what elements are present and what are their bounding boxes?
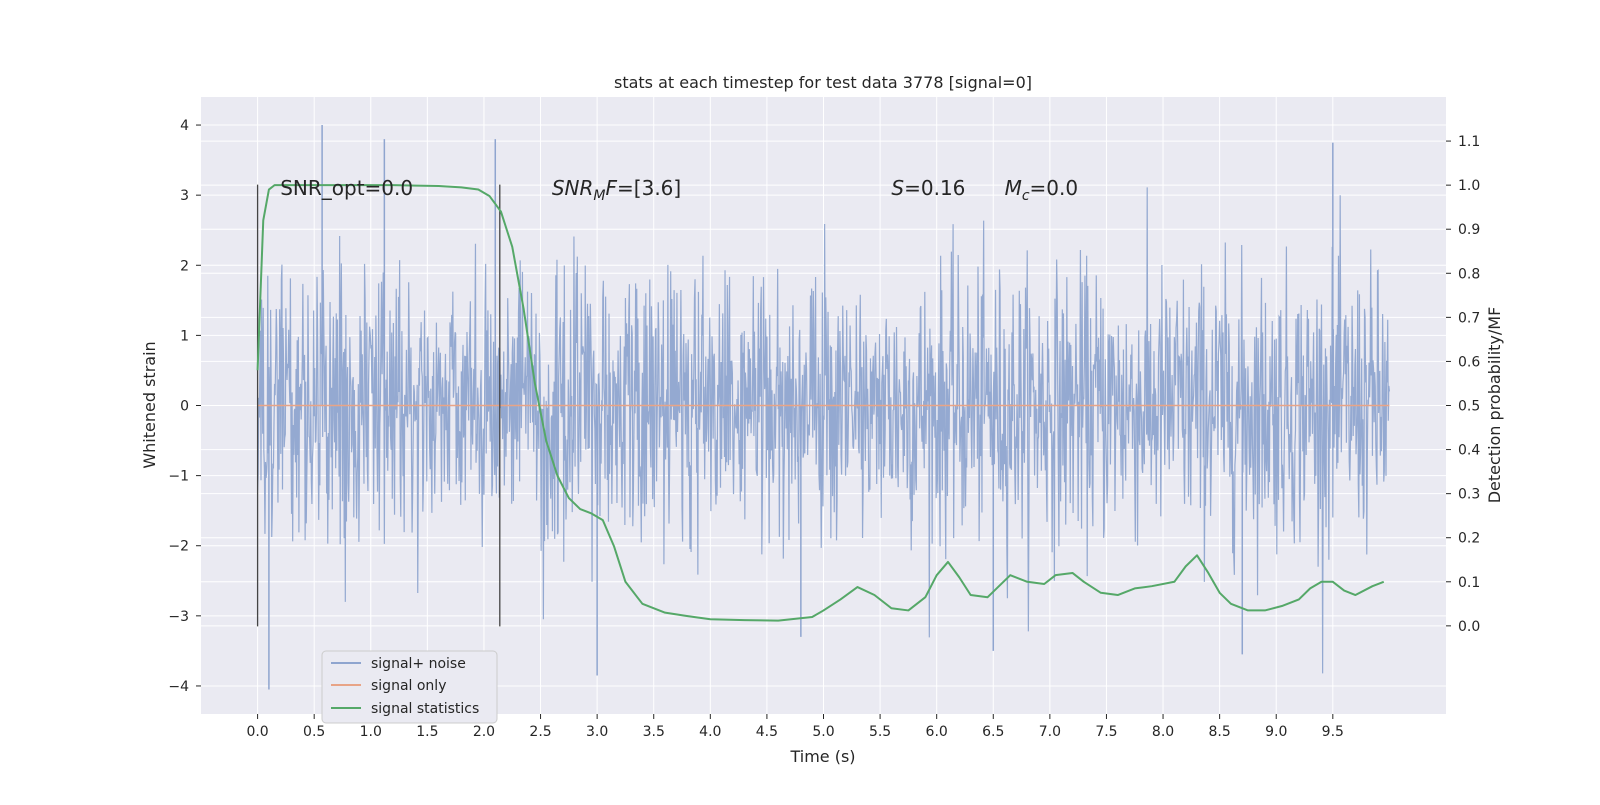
annotation-1: SNRMF=[3.6] — [552, 176, 681, 204]
legend-box — [321, 650, 498, 724]
y-left-tick-label: 4 — [180, 118, 189, 134]
y-left-tick-label: 2 — [180, 258, 189, 274]
x-tick-label: 6.5 — [982, 724, 1004, 740]
y-left-tick-label: −2 — [168, 539, 189, 555]
x-tick-label: 7.0 — [1039, 724, 1061, 740]
chart-title: stats at each timestep for test data 377… — [614, 73, 1032, 92]
y-left-tick-label: 3 — [180, 188, 189, 204]
y-right-tick-label: 0.5 — [1458, 399, 1480, 415]
legend-label-signal-only: signal only — [371, 678, 446, 694]
x-tick-label: 7.5 — [1095, 724, 1117, 740]
y-right-tick-label: 0.6 — [1458, 354, 1480, 370]
x-tick-label: 9.0 — [1265, 724, 1287, 740]
y-right-tick-label: 0.0 — [1458, 619, 1480, 635]
y-left-tick-label: 0 — [180, 399, 189, 415]
y-right-tick-label: 0.4 — [1458, 443, 1480, 459]
y-left-tick-label: −4 — [168, 679, 189, 695]
x-tick-label: 2.0 — [473, 724, 495, 740]
x-tick-label: 6.0 — [926, 724, 948, 740]
x-tick-label: 5.0 — [812, 724, 834, 740]
x-tick-label: 1.5 — [416, 724, 438, 740]
x-tick-label: 5.5 — [869, 724, 891, 740]
x-tick-label: 0.5 — [303, 724, 325, 740]
legend-label-signal-statistics: signal statistics — [371, 701, 479, 717]
y-left-tick-label: −1 — [168, 469, 189, 485]
vertical-markers — [256, 184, 501, 627]
noise-trace — [256, 187, 1391, 674]
y-right-tick-label: 1.0 — [1458, 178, 1480, 194]
y-left-tick-label: −3 — [168, 609, 189, 625]
x-tick-label: 9.5 — [1322, 724, 1344, 740]
x-tick-label: 8.0 — [1152, 724, 1174, 740]
y-left-axis-ticks: −4 −3 −2 −1 0 1 2 3 4 — [168, 118, 201, 695]
legend: signal+ noise signal only signal statist… — [321, 650, 498, 724]
y-right-tick-label: 0.2 — [1458, 531, 1480, 547]
y-left-tick-label: 1 — [180, 328, 189, 344]
x-tick-label: 3.0 — [586, 724, 608, 740]
y-left-axis-label: Whitened strain — [140, 341, 159, 468]
x-axis-label: Time (s) — [789, 747, 855, 766]
y-right-axis-ticks: 0.0 0.1 0.2 0.3 0.4 0.5 0.6 0.7 0.8 0.9 1.0 1.1 — [1446, 134, 1480, 635]
y-right-tick-label: 0.9 — [1458, 222, 1480, 238]
annotation-0: SNR_opt=0.0 — [280, 176, 413, 200]
y-right-tick-label: 0.3 — [1458, 487, 1480, 503]
annotations: SNR_opt=0.0 SNRMF=[3.6] S=0.16 Mc=0.0 — [280, 176, 1078, 204]
y-right-tick-label: 1.1 — [1458, 134, 1480, 150]
annotation-2: S=0.16 — [891, 176, 965, 200]
y-right-tick-label: 0.8 — [1458, 266, 1480, 282]
x-tick-label: 2.5 — [529, 724, 551, 740]
x-axis-ticks: 0.0 0.5 1.0 1.5 2.0 2.5 3.0 3.5 4.0 4.5 5.0 5.5 6.0 6… — [246, 714, 1344, 740]
x-tick-label: 8.5 — [1209, 724, 1231, 740]
x-tick-label: 0.0 — [246, 724, 268, 740]
x-tick-label: 4.0 — [699, 724, 721, 740]
legend-label-signal-plus-noise: signal+ noise — [371, 656, 466, 672]
x-tick-label: 4.5 — [756, 724, 778, 740]
y-right-tick-label: 0.7 — [1458, 310, 1480, 326]
y-right-tick-label: 0.1 — [1458, 575, 1480, 591]
x-tick-label: 3.5 — [643, 724, 665, 740]
y-right-axis-label: Detection probability/MF — [1485, 307, 1504, 504]
annotation-3: Mc=0.0 — [1005, 176, 1079, 204]
series-signal-statistics — [256, 184, 1385, 622]
signal-statistics-line — [256, 184, 1385, 622]
series-signal-plus-noise — [256, 125, 1391, 690]
x-tick-label: 1.0 — [360, 724, 382, 740]
